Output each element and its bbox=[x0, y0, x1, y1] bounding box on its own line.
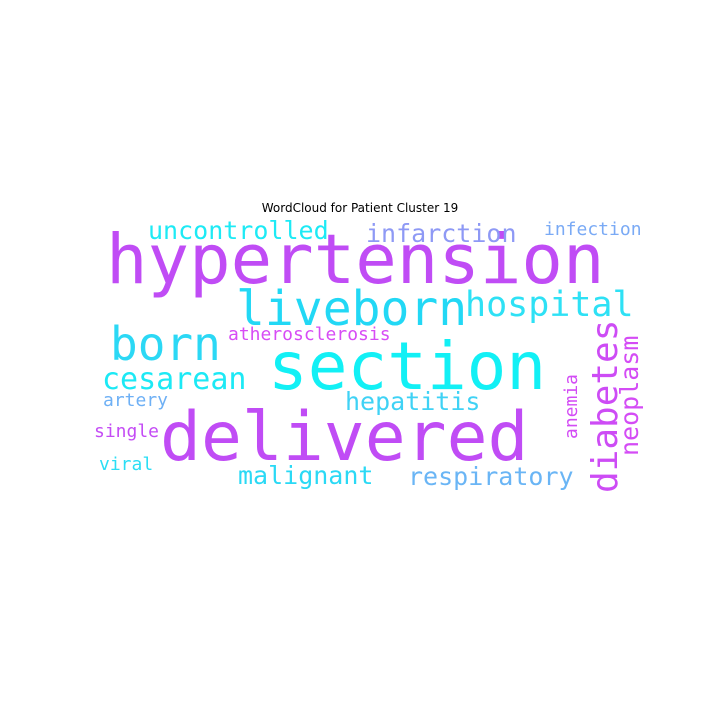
chart-title: WordCloud for Patient Cluster 19 bbox=[261, 201, 459, 215]
word-neoplasm: neoplasm bbox=[615, 335, 644, 456]
word-delivered: delivered bbox=[160, 398, 529, 477]
word-liveborn: liveborn bbox=[236, 281, 468, 337]
word-infarction: infarction bbox=[366, 219, 517, 248]
word-infection: infection bbox=[544, 219, 642, 240]
word-atherosclerosis: atherosclerosis bbox=[228, 324, 391, 345]
word-respiratory: respiratory bbox=[408, 462, 574, 491]
word-born: born bbox=[110, 317, 221, 371]
word-uncontrolled: uncontrolled bbox=[148, 216, 329, 245]
word-malignant: malignant bbox=[238, 461, 374, 490]
word-hepatitis: hepatitis bbox=[345, 387, 481, 416]
word-anemia: anemia bbox=[561, 373, 582, 439]
word-cesarean: cesarean bbox=[102, 362, 247, 397]
word-hypertension: hypertension bbox=[106, 220, 605, 300]
word-section: section bbox=[268, 328, 547, 405]
word-viral: viral bbox=[99, 454, 154, 475]
word-artery: artery bbox=[103, 390, 169, 411]
word-single: single bbox=[94, 421, 160, 442]
word-hospital: hospital bbox=[465, 285, 634, 325]
